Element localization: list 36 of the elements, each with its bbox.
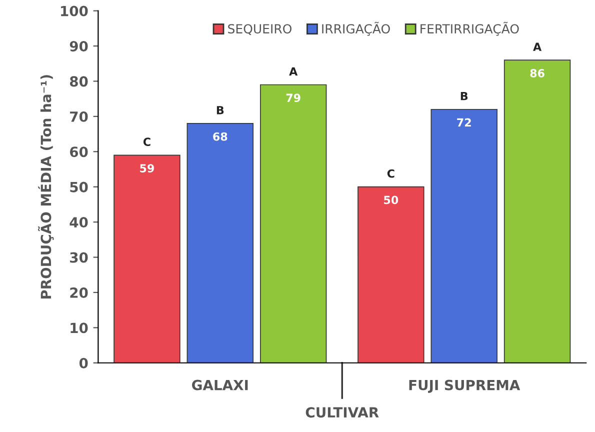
legend-label: FERTIRRIGAÇÃO [420, 22, 519, 36]
bar [260, 84, 327, 363]
annotation: A [533, 42, 542, 51]
data-label: 68 [213, 132, 228, 141]
bar [186, 123, 254, 363]
data-label: 50 [384, 196, 398, 204]
y-tick-label: 60 [70, 146, 88, 158]
x-tick-label: FUJI SUPREMA [409, 380, 520, 393]
data-label: 79 [286, 94, 300, 102]
data-label: 86 [530, 68, 544, 78]
annotation: B [460, 92, 468, 100]
bar [114, 154, 180, 363]
y-tick-label: 30 [70, 252, 88, 263]
y-tick-label: 80 [70, 76, 88, 87]
x-tick-label: GALAXI [192, 380, 248, 390]
annotation: B [216, 106, 224, 114]
y-tick-label: 40 [70, 217, 88, 228]
y-tick-label: 70 [70, 111, 88, 122]
annotation: A [289, 67, 298, 76]
y-tick-label: 100 [61, 6, 88, 16]
legend-label: IRRIGAÇÃO [322, 22, 390, 36]
legend-label: SEQUEIRO [228, 24, 292, 35]
y-tick-label: 90 [70, 40, 88, 52]
x-axis-title: CULTIVAR [306, 407, 379, 418]
y-tick-label: 50 [70, 182, 88, 192]
bar [358, 186, 424, 363]
annotation: C [143, 138, 150, 146]
y-tick-label: 10 [70, 322, 88, 334]
y-tick-label: 0 [79, 358, 88, 368]
bar [504, 60, 571, 363]
data-label: 72 [457, 118, 471, 127]
data-label: 59 [140, 164, 154, 172]
y-tick-label: 20 [70, 287, 88, 298]
y-axis-title: PRODUÇÃO MÉDIA (Ton ha⁻¹) [38, 75, 54, 299]
bar [430, 108, 498, 363]
annotation: C [387, 169, 394, 178]
